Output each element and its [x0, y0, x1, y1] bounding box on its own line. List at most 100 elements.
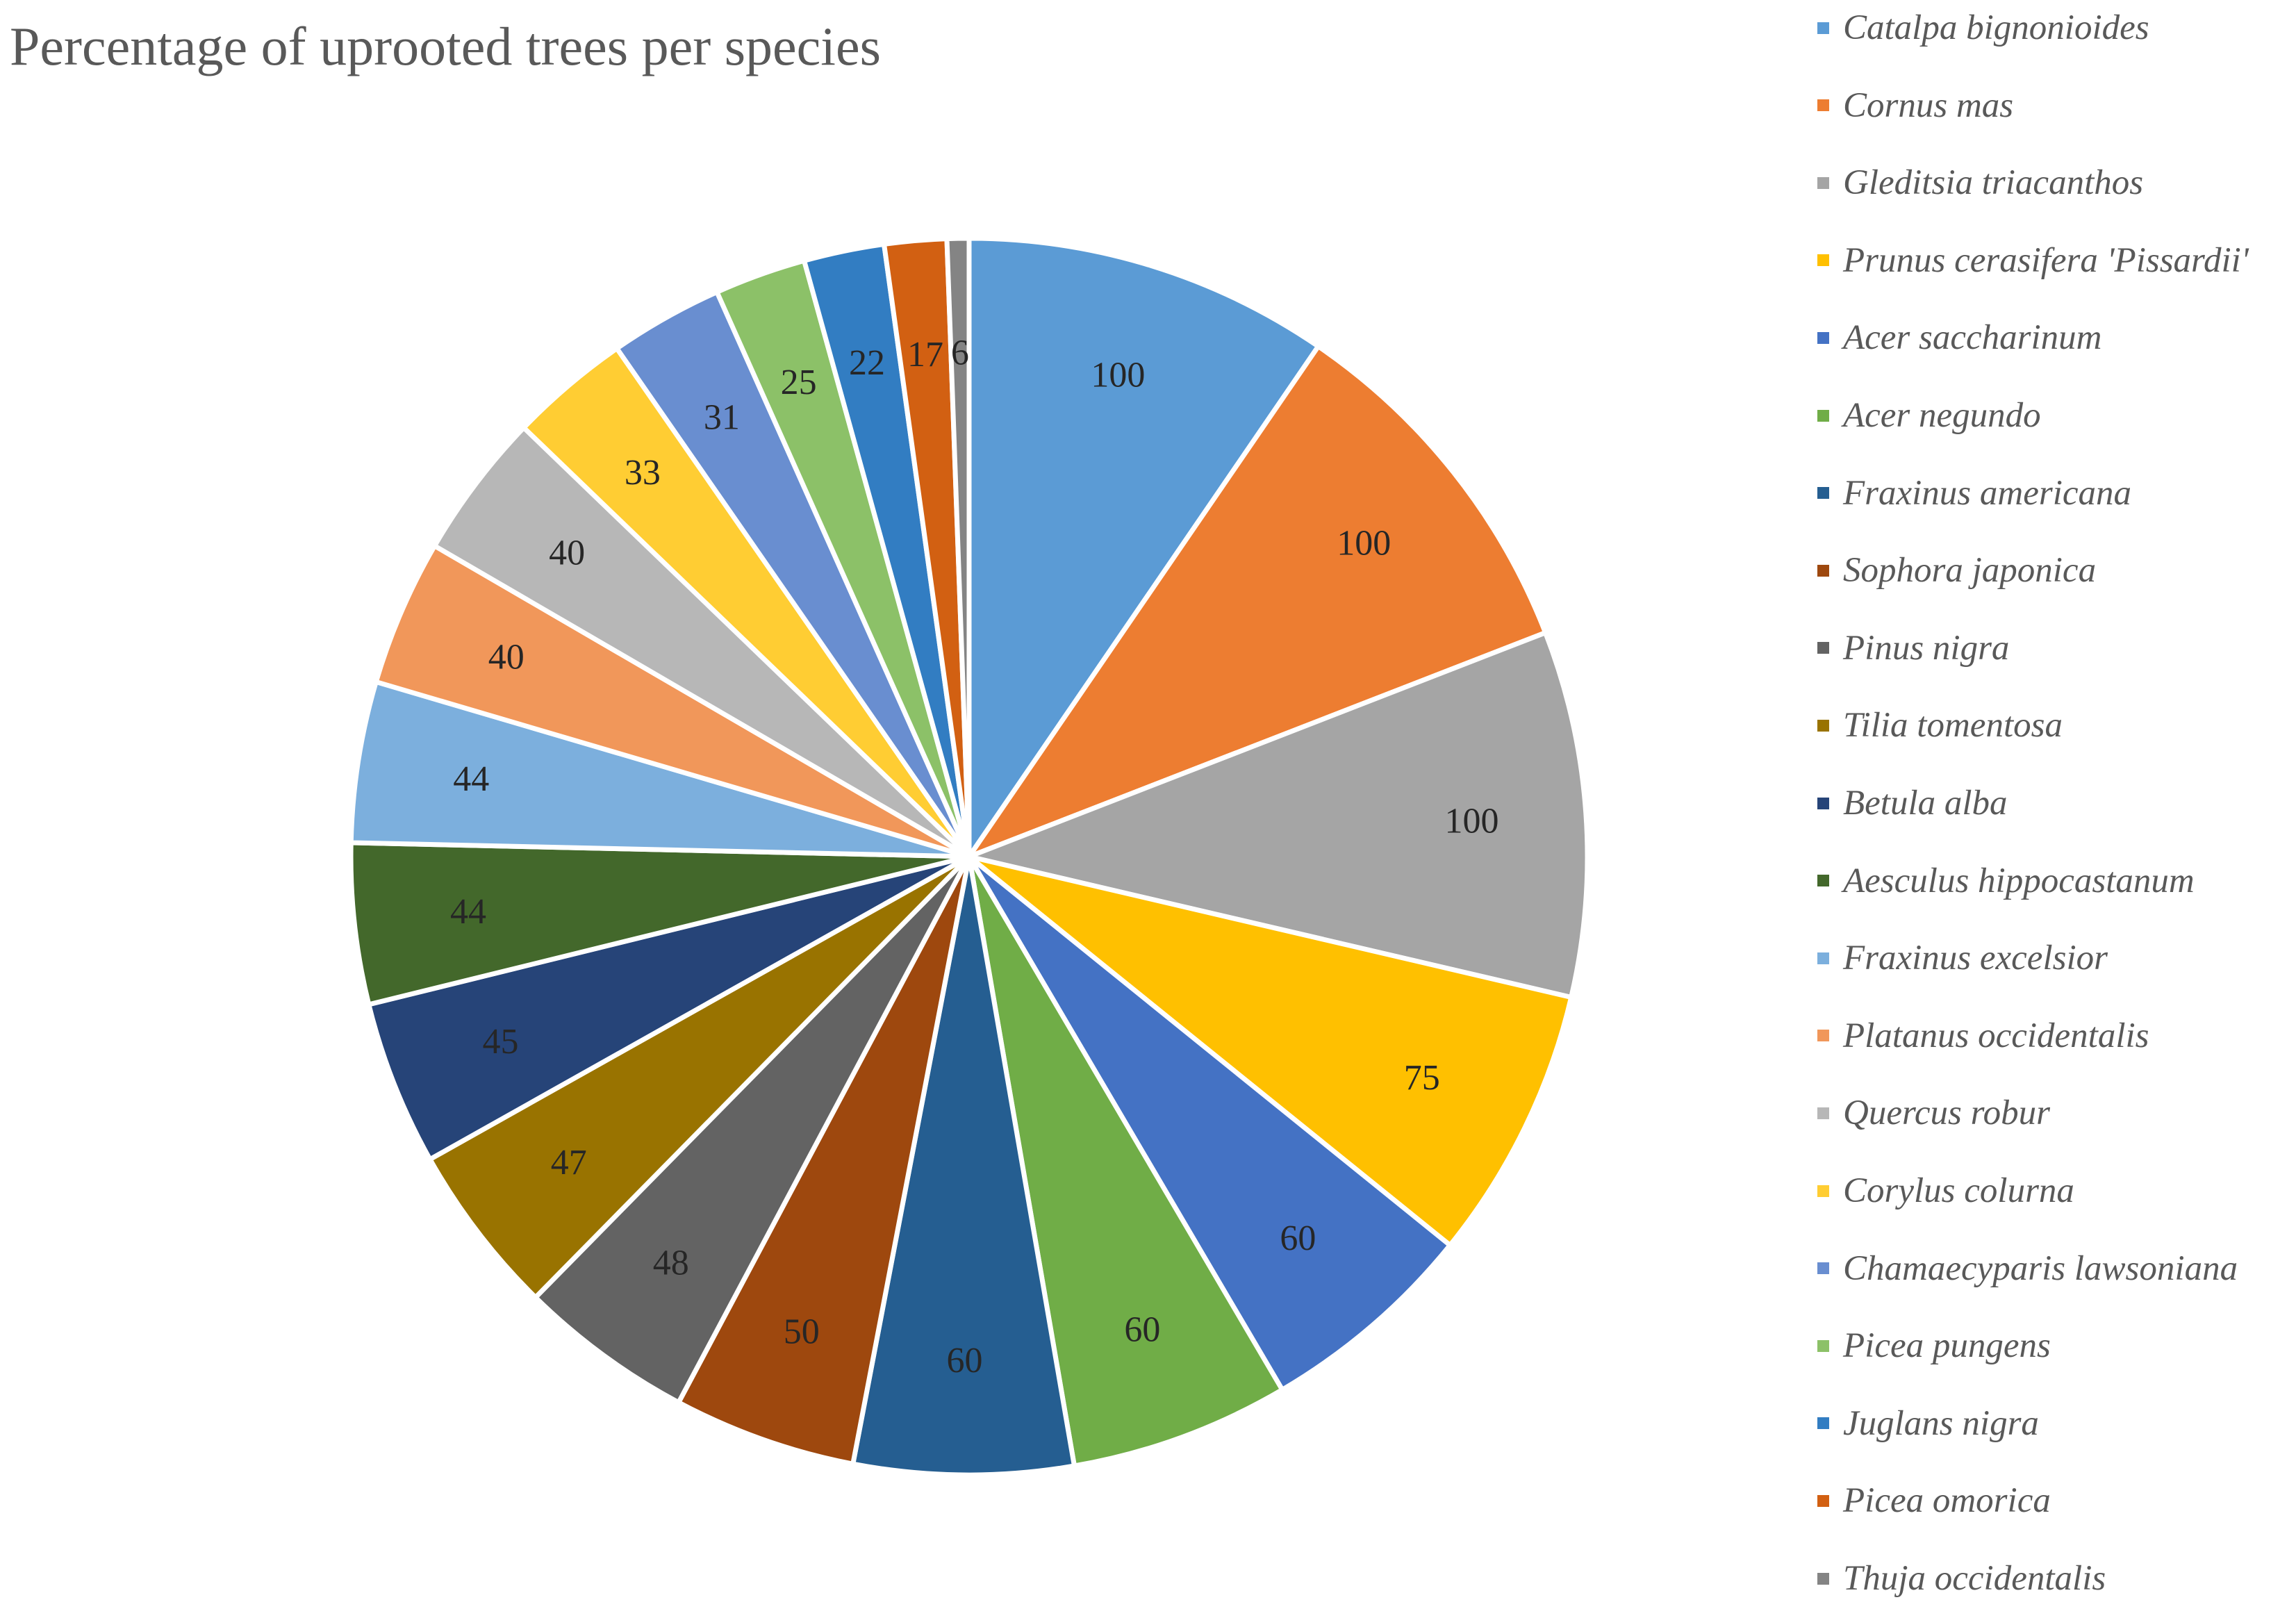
legend-item-platanus-occidentalis: Platanus occidentalis: [1817, 1012, 2149, 1060]
legend-label: Betula alba: [1843, 784, 2008, 823]
slice-thuja-occidentalis: [944, 236, 972, 859]
legend-item-fraxinus-americana: Fraxinus americana: [1817, 469, 2131, 518]
legend-swatch: [1817, 1417, 1829, 1430]
legend-item-sophora-japonica: Sophora japonica: [1817, 546, 2096, 595]
legend-item-acer-saccharinum: Acer saccharinum: [1817, 313, 2102, 362]
legend-swatch: [1817, 487, 1829, 500]
legend-label: Thuja occidentalis: [1843, 1559, 2106, 1598]
legend-swatch: [1817, 1107, 1829, 1119]
legend-swatch: [1817, 797, 1829, 809]
legend-swatch: [1817, 1262, 1829, 1275]
data-label-catalpa-bignonioides: 100: [1091, 356, 1145, 395]
legend-swatch: [1817, 952, 1829, 964]
data-label-sophora-japonica: 50: [784, 1312, 820, 1352]
legend-swatch: [1817, 176, 1829, 189]
data-label-pinus-nigra: 48: [653, 1243, 689, 1282]
legend-item-quercus-robur: Quercus robur: [1817, 1089, 2050, 1137]
legend-item-catalpa-bignonioides: Catalpa bignonioides: [1817, 3, 2149, 52]
pie-labels: 100 100 100 75 60 60 60 50 48 47 45 44 44 40 40 33 31 25 2…: [450, 333, 1499, 1380]
legend-swatch: [1817, 719, 1829, 732]
legend-label: Platanus occidentalis: [1843, 1016, 2149, 1055]
data-label-quercus-robur: 40: [549, 534, 585, 573]
legend-item-gleditsia-triacanthos: Gleditsia triacanthos: [1817, 158, 2143, 207]
legend-label: Juglans nigra: [1843, 1403, 2039, 1443]
legend-item-fraxinus-excelsior: Fraxinus excelsior: [1817, 934, 2108, 982]
legend-item-cornus-mas: Cornus mas: [1817, 81, 2013, 130]
data-label-thuja-occidentalis: 6: [951, 333, 969, 372]
data-label-picea-omorica: 17: [907, 335, 943, 374]
slice-cornus-mas: [966, 344, 1548, 859]
data-label-fraxinus-americana: 60: [947, 1341, 983, 1380]
data-label-juglans-nigra: 22: [849, 343, 885, 383]
legend-label: Fraxinus excelsior: [1843, 939, 2108, 978]
legend-item-prunus-cerasifera-pissardii: Prunus cerasifera 'Pissardii': [1817, 236, 2249, 285]
legend-item-pinus-nigra: Pinus nigra: [1817, 624, 2009, 673]
legend-label: Catalpa bignonioides: [1843, 8, 2149, 47]
data-label-platanus-occidentalis: 40: [488, 638, 525, 677]
legend-label: Picea pungens: [1843, 1326, 2051, 1366]
legend-swatch: [1817, 1185, 1829, 1197]
slice-tilia-tomentosa: [427, 854, 972, 1300]
legend-swatch: [1817, 564, 1829, 577]
slice-prunus-cerasifera-pissardii: [966, 854, 1574, 1248]
data-label-fraxinus-excelsior: 44: [453, 759, 489, 799]
legend-label: Prunus cerasifera 'Pissardii': [1843, 240, 2249, 280]
legend-item-acer-negundo: Acer negundo: [1817, 391, 2041, 440]
slice-quercus-robur: [432, 425, 972, 859]
chart-legend: Catalpa bignonioides Cornus mas Gleditsia …: [1817, 0, 2296, 1609]
legend-swatch: [1817, 1339, 1829, 1352]
legend-label: Sophora japonica: [1843, 551, 2097, 591]
legend-label: Pinus nigra: [1843, 628, 2010, 668]
legend-item-chamaecyparis-lawsoniana: Chamaecyparis lawsoniana: [1817, 1244, 2238, 1293]
legend-swatch: [1817, 409, 1829, 422]
data-label-picea-pungens: 25: [781, 363, 817, 402]
legend-swatch: [1817, 99, 1829, 112]
slice-aesculus-hippocastanum: [348, 840, 972, 1007]
legend-swatch: [1817, 875, 1829, 887]
pie-chart: 100 100 100 75 60 60 60 50 48 47 45 44 44 40 40 33 31 25 2…: [348, 236, 1590, 1478]
legend-item-tilia-tomentosa: Tilia tomentosa: [1817, 701, 2063, 750]
legend-swatch: [1817, 1572, 1829, 1585]
legend-item-betula-alba: Betula alba: [1817, 779, 2008, 827]
legend-swatch: [1817, 22, 1829, 34]
data-label-acer-saccharinum: 60: [1280, 1219, 1316, 1258]
legend-swatch: [1817, 1494, 1829, 1507]
legend-label: Chamaecyparis lawsoniana: [1843, 1248, 2238, 1288]
legend-swatch: [1817, 1030, 1829, 1042]
slice-platanus-occidentalis: [373, 543, 972, 859]
data-label-aesculus-hippocastanum: 44: [450, 892, 486, 932]
data-label-cornus-mas: 100: [1337, 524, 1391, 563]
data-label-chamaecyparis-lawsoniana: 31: [704, 398, 740, 438]
legend-item-picea-omorica: Picea omorica: [1817, 1476, 2051, 1525]
data-label-tilia-tomentosa: 47: [551, 1143, 587, 1182]
legend-label: Quercus robur: [1843, 1094, 2050, 1133]
legend-item-juglans-nigra: Juglans nigra: [1817, 1399, 2039, 1448]
slice-fraxinus-americana: [850, 854, 1077, 1478]
legend-swatch: [1817, 642, 1829, 654]
slice-acer-saccharinum: [966, 854, 1453, 1392]
slice-catalpa-bignonioides: [966, 236, 1321, 859]
chart-title: Percentage of uprooted trees per species: [10, 16, 881, 76]
slice-acer-negundo: [966, 854, 1285, 1469]
legend-label: Aesculus hippocastanum: [1843, 861, 2195, 900]
legend-swatch: [1817, 254, 1829, 267]
legend-label: Tilia tomentosa: [1843, 706, 2063, 745]
legend-label: Acer saccharinum: [1843, 318, 2102, 358]
data-label-acer-negundo: 60: [1124, 1310, 1160, 1350]
slice-gleditsia-triacanthos: [966, 630, 1590, 1000]
legend-item-thuja-occidentalis: Thuja occidentalis: [1817, 1554, 2106, 1603]
data-label-corylus-colurna: 33: [625, 453, 661, 493]
legend-label: Gleditsia triacanthos: [1843, 163, 2144, 203]
legend-label: Picea omorica: [1843, 1481, 2051, 1521]
legend-label: Fraxinus americana: [1843, 473, 2132, 513]
slice-pinus-nigra: [533, 854, 972, 1405]
pie-slices: [348, 236, 1590, 1478]
legend-label: Acer negundo: [1843, 396, 2041, 435]
slice-sophora-japonica: [676, 854, 972, 1467]
data-label-gleditsia-triacanthos: 100: [1445, 801, 1499, 841]
legend-item-corylus-colurna: Corylus colurna: [1817, 1166, 2074, 1215]
legend-item-picea-pungens: Picea pungens: [1817, 1321, 2051, 1370]
data-label-prunus-cerasifera-pissardii: 75: [1404, 1058, 1440, 1098]
legend-item-aesculus-hippocastanum: Aesculus hippocastanum: [1817, 857, 2195, 905]
legend-label: Corylus colurna: [1843, 1171, 2074, 1210]
